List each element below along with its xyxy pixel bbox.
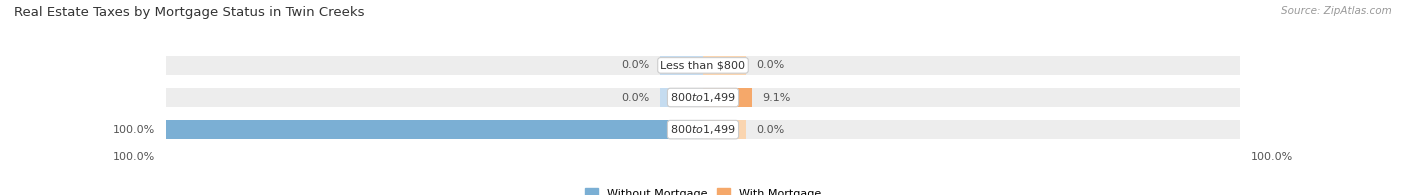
Bar	[703, 56, 747, 75]
Text: 0.0%: 0.0%	[756, 60, 785, 70]
Text: 0.0%: 0.0%	[756, 125, 785, 135]
Text: 100.0%: 100.0%	[112, 125, 156, 135]
Text: $800 to $1,499: $800 to $1,499	[671, 123, 735, 136]
Bar	[659, 56, 703, 75]
Text: 0.0%: 0.0%	[621, 60, 650, 70]
Bar	[703, 88, 1240, 107]
Text: 9.1%: 9.1%	[762, 92, 792, 103]
Bar	[166, 120, 703, 139]
Bar	[703, 56, 1240, 75]
Legend: Without Mortgage, With Mortgage: Without Mortgage, With Mortgage	[581, 184, 825, 195]
Text: Source: ZipAtlas.com: Source: ZipAtlas.com	[1281, 6, 1392, 16]
Text: 100.0%: 100.0%	[112, 152, 155, 162]
Text: 0.0%: 0.0%	[621, 92, 650, 103]
Bar	[703, 88, 752, 107]
Bar	[166, 120, 703, 139]
Bar	[659, 88, 703, 107]
Bar	[703, 120, 1240, 139]
Bar	[166, 88, 703, 107]
Bar	[166, 56, 703, 75]
Text: Less than $800: Less than $800	[661, 60, 745, 70]
Text: $800 to $1,499: $800 to $1,499	[671, 91, 735, 104]
Text: Real Estate Taxes by Mortgage Status in Twin Creeks: Real Estate Taxes by Mortgage Status in …	[14, 6, 364, 19]
Text: 100.0%: 100.0%	[1251, 152, 1294, 162]
Bar	[703, 120, 747, 139]
